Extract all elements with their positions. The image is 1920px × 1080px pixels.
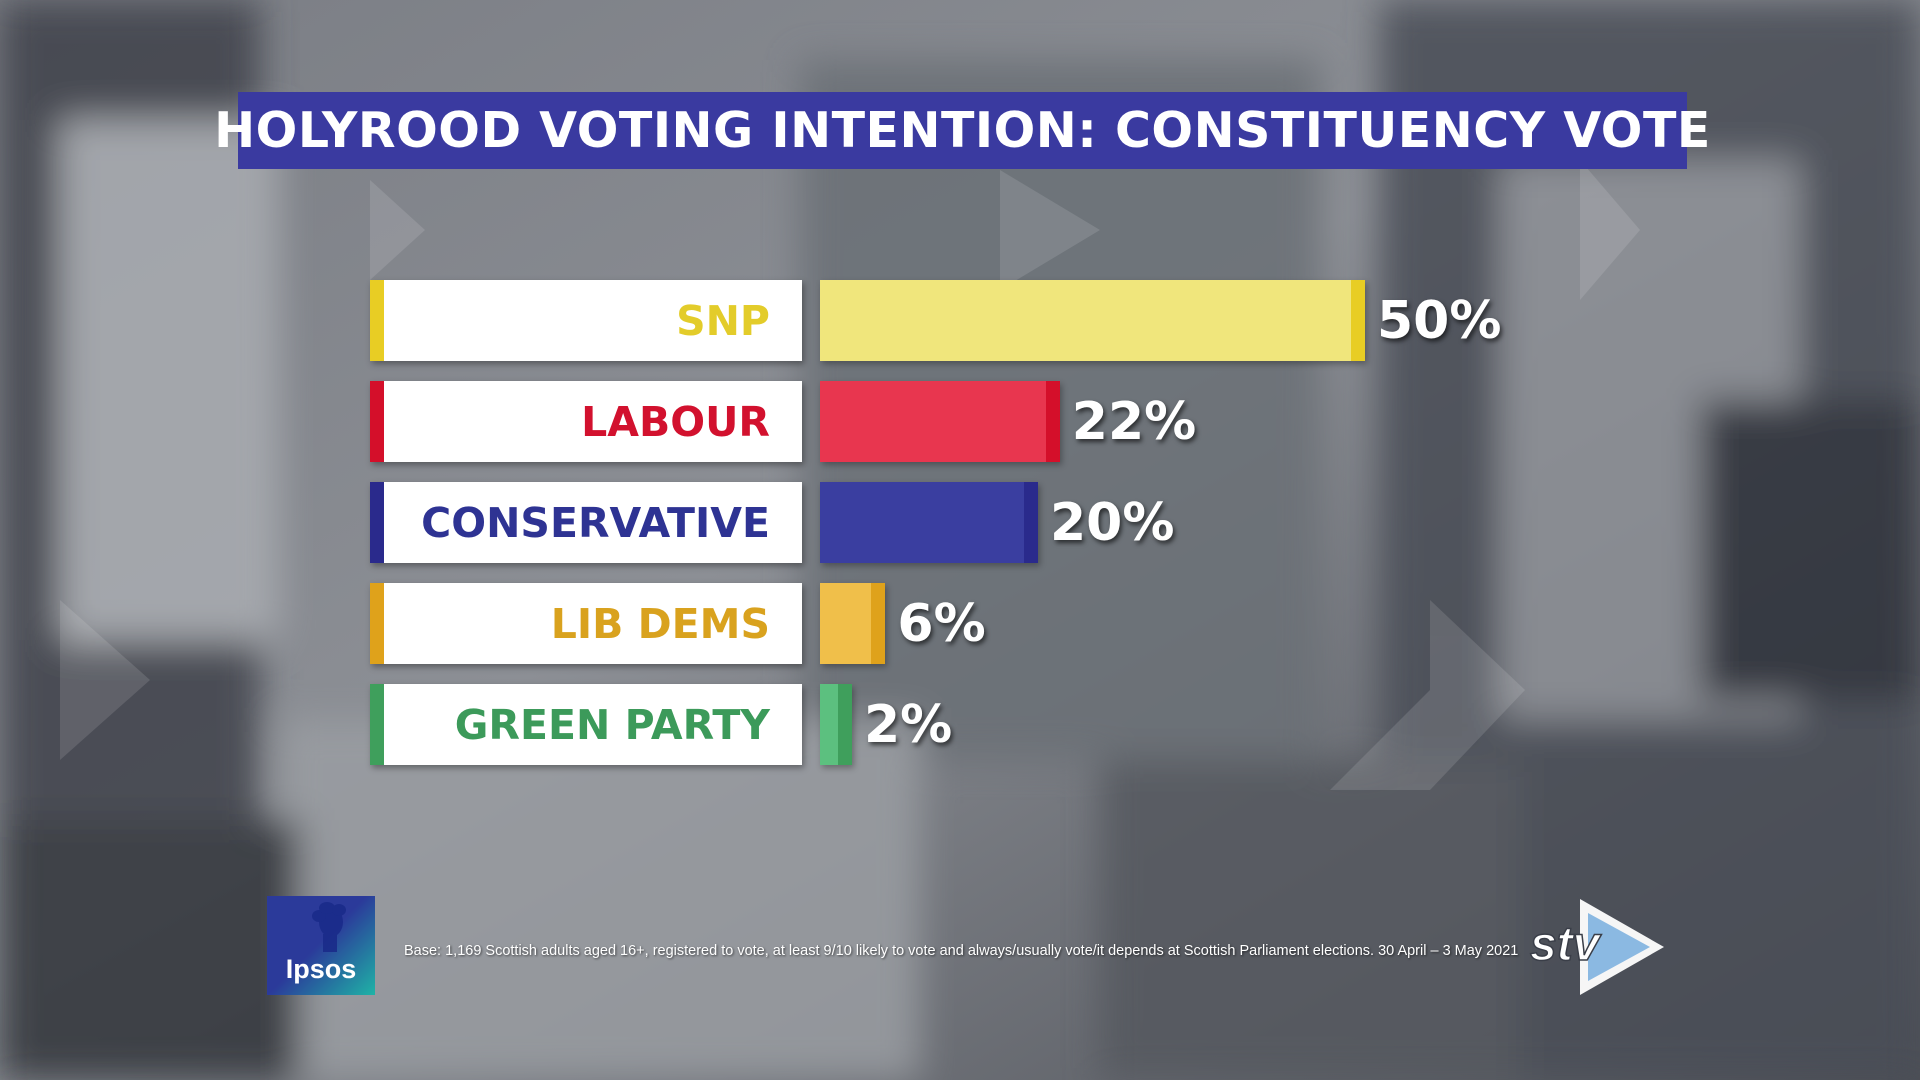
category-stripe-labour	[370, 381, 384, 462]
bar-conservative	[820, 482, 1038, 563]
category-text-snp: SNP	[676, 296, 770, 345]
category-text-conservative: CONSERVATIVE	[421, 498, 770, 547]
value-label-snp: 50%	[1377, 290, 1502, 351]
category-label-green-party: GREEN PARTY	[370, 684, 802, 765]
category-text-labour: LABOUR	[581, 397, 770, 446]
category-stripe-green-party	[370, 684, 384, 765]
category-stripe-conservative	[370, 482, 384, 563]
category-label-labour: LABOUR	[370, 381, 802, 462]
category-text-lib-dems: LIB DEMS	[550, 599, 770, 648]
value-label-green-party: 2%	[864, 694, 953, 755]
bar-green-party	[820, 684, 852, 765]
ipsos-wordmark: Ipsos	[285, 954, 357, 984]
bar-edge-snp	[1351, 280, 1365, 361]
category-stripe-lib-dems	[370, 583, 384, 664]
bar-edge-lib-dems	[871, 583, 886, 664]
category-label-lib-dems: LIB DEMS	[370, 583, 802, 664]
bar-lib-dems	[820, 583, 886, 664]
category-text-green-party: GREEN PARTY	[454, 700, 770, 749]
bar-edge-labour	[1045, 381, 1060, 462]
bar-edge-green-party	[838, 684, 852, 765]
value-label-labour: 22%	[1071, 391, 1197, 452]
poll-base-footnote: Base: 1,169 Scottish adults aged 16+, re…	[404, 943, 1519, 959]
bar-snp	[820, 280, 1365, 361]
value-label-lib-dems: 6%	[897, 593, 986, 654]
value-label-conservative: 20%	[1050, 492, 1175, 553]
bar-labour	[820, 381, 1060, 462]
stv-logo: stv	[1529, 899, 1664, 995]
bar-edge-conservative	[1024, 482, 1038, 563]
category-label-conservative: CONSERVATIVE	[370, 482, 802, 563]
chart-title: HOLYROOD VOTING INTENTION: CONSTITUENCY …	[214, 102, 1711, 159]
ipsos-head-icon	[312, 902, 346, 952]
category-label-snp: SNP	[370, 280, 802, 361]
stv-wordmark: stv	[1530, 918, 1602, 971]
category-stripe-snp	[370, 280, 384, 361]
chart-title-banner: HOLYROOD VOTING INTENTION: CONSTITUENCY …	[214, 92, 1710, 169]
ipsos-logo: Ipsos	[267, 896, 375, 995]
